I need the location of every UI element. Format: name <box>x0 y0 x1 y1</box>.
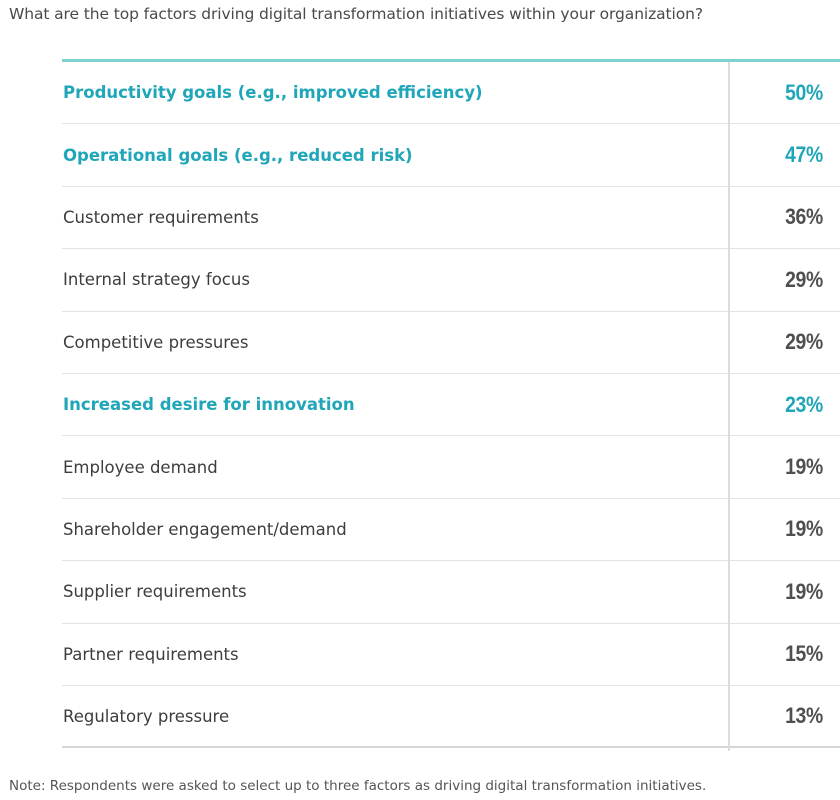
row-value: 47% <box>785 142 823 168</box>
table-row: Shareholder engagement/demand 19% <box>62 499 840 562</box>
row-label: Internal strategy focus <box>63 270 250 290</box>
row-label: Operational goals (e.g., reduced risk) <box>63 145 413 165</box>
footnote: Note: Respondents were asked to select u… <box>9 778 707 794</box>
row-label: Shareholder engagement/demand <box>63 519 347 539</box>
row-label: Competitive pressures <box>63 332 249 352</box>
row-value: 19% <box>785 578 823 604</box>
table-row: Operational goals (e.g., reduced risk) 47… <box>62 124 840 187</box>
row-value: 29% <box>785 329 823 355</box>
table-row: Supplier requirements 19% <box>62 561 840 624</box>
row-label: Productivity goals (e.g., improved effic… <box>63 83 483 103</box>
row-value: 36% <box>785 204 823 230</box>
row-label: Increased desire for innovation <box>63 395 355 415</box>
row-label: Customer requirements <box>63 207 259 227</box>
table-row: Internal strategy focus 29% <box>62 249 840 312</box>
row-value: 13% <box>785 703 823 729</box>
row-value: 15% <box>785 641 823 667</box>
row-label: Partner requirements <box>63 644 239 664</box>
table-row: Regulatory pressure 13% <box>62 686 840 749</box>
table-row: Increased desire for innovation 23% <box>62 374 840 437</box>
chart-title: What are the top factors driving digital… <box>9 5 703 23</box>
row-value: 29% <box>785 266 823 292</box>
row-label: Regulatory pressure <box>63 706 230 726</box>
row-label: Employee demand <box>63 457 218 477</box>
row-value: 23% <box>785 391 823 417</box>
row-label: Supplier requirements <box>63 582 247 602</box>
row-value: 19% <box>785 454 823 480</box>
table-row: Employee demand 19% <box>62 436 840 499</box>
table-row: Competitive pressures 29% <box>62 312 840 374</box>
table-row: Partner requirements 15% <box>62 624 840 686</box>
table-row: Productivity goals (e.g., improved effic… <box>62 62 840 125</box>
column-divider <box>728 62 730 751</box>
table-row: Customer requirements 36% <box>62 187 840 250</box>
row-value: 19% <box>785 516 823 542</box>
data-table: Productivity goals (e.g., improved effic… <box>62 59 840 751</box>
row-value: 50% <box>785 79 823 105</box>
